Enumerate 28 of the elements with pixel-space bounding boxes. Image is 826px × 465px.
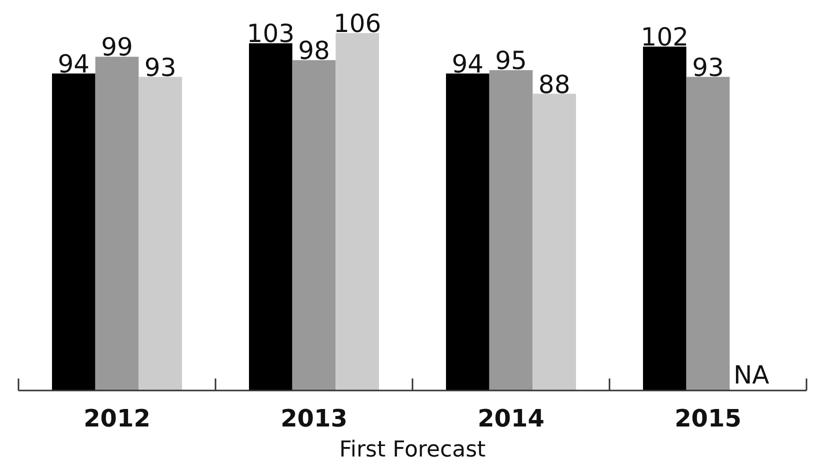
- x-tick-label: 2012: [84, 404, 150, 432]
- bar: [489, 70, 533, 390]
- data-label: 95: [495, 46, 527, 76]
- data-label: 98: [298, 36, 330, 66]
- data-label: 88: [538, 70, 570, 99]
- x-tick-label: 2014: [478, 404, 544, 432]
- bar: [138, 76, 182, 390]
- bar: [95, 56, 139, 390]
- bar: [686, 76, 730, 390]
- data-label: 93: [144, 52, 176, 82]
- bar: [446, 74, 490, 390]
- data-label: 102: [640, 22, 689, 52]
- bar: [52, 74, 96, 390]
- text: NA: [733, 360, 770, 390]
- x-axis-title: First Forecast: [339, 438, 486, 462]
- data-label: 93: [692, 52, 724, 82]
- data-label: 94: [452, 50, 484, 79]
- x-tick-label: 2013: [280, 404, 348, 432]
- data-label: 94: [58, 50, 90, 79]
- bar: [532, 94, 576, 390]
- bar: [642, 46, 686, 390]
- data-label: 106: [333, 9, 382, 38]
- x-tick-label: 2015: [674, 404, 742, 432]
- bar: [292, 60, 336, 390]
- data-label: 103: [246, 19, 295, 48]
- data-label: 99: [101, 32, 133, 62]
- bar: [336, 33, 380, 390]
- bar: [248, 43, 292, 390]
